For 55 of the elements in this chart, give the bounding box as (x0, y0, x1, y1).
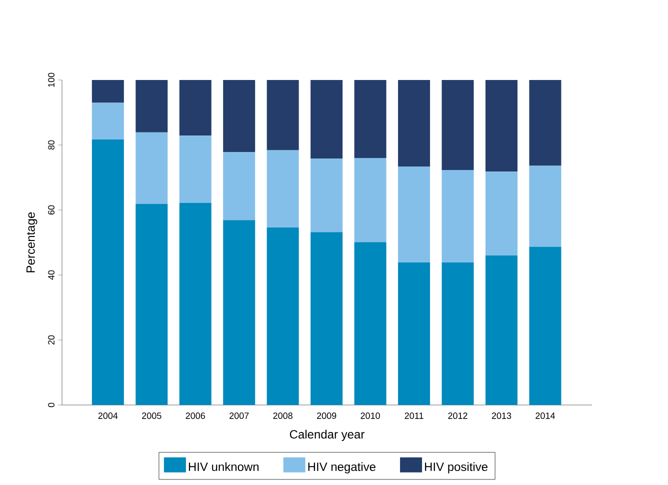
bar (310, 158, 343, 232)
legend-label: HIV negative (308, 462, 376, 474)
bar (442, 170, 474, 262)
bar (398, 262, 430, 405)
bar (136, 204, 168, 405)
bar (354, 80, 386, 158)
x-tick-label: 2006 (186, 412, 205, 419)
y-axis-title: Percentage (26, 212, 38, 272)
x-tick-label: 2005 (142, 412, 162, 419)
bar (179, 136, 212, 203)
bar (92, 102, 124, 140)
bar (266, 228, 299, 405)
bar (136, 132, 168, 204)
x-tick-label: 2012 (448, 412, 468, 419)
bar (529, 80, 562, 166)
y-tick-label: 40 (48, 270, 54, 280)
bar (529, 246, 562, 405)
y-tick-label: 80 (48, 140, 54, 150)
bar (398, 80, 430, 166)
legend-label: HIV positive (425, 462, 488, 474)
y-tick-label: 60 (48, 205, 54, 215)
bar (354, 242, 386, 405)
bar (92, 139, 124, 405)
bar (223, 220, 256, 405)
bar (266, 80, 299, 150)
y-tick-label: 100 (48, 72, 54, 87)
bar (398, 166, 430, 262)
x-tick-label: 2007 (230, 412, 249, 419)
bar (179, 202, 212, 405)
bar (136, 80, 168, 132)
x-tick-label: 2014 (536, 412, 555, 419)
bar (485, 172, 518, 256)
bar (223, 80, 256, 152)
x-tick-label: 2009 (317, 412, 336, 419)
bar (179, 80, 212, 136)
x-tick-label: 2011 (404, 412, 424, 419)
bar (310, 80, 343, 159)
bar (485, 80, 518, 172)
bar (266, 150, 299, 228)
bar (442, 80, 474, 170)
x-tick-label: 2013 (492, 412, 512, 419)
y-tick-label: 20 (48, 335, 54, 345)
bar (354, 158, 386, 242)
bar (442, 262, 474, 405)
x-tick-label: 2010 (360, 412, 380, 419)
bar (485, 256, 518, 405)
legend-label: HIV unknown (188, 462, 259, 472)
bar (223, 152, 256, 220)
x-axis-title: Calendar year (290, 430, 364, 441)
bar (529, 166, 562, 247)
y-tick-label: 0 (48, 402, 54, 408)
x-tick-label: 2004 (98, 412, 118, 419)
x-tick-label: 2008 (273, 412, 292, 419)
bar (310, 232, 343, 405)
bar (92, 80, 124, 103)
